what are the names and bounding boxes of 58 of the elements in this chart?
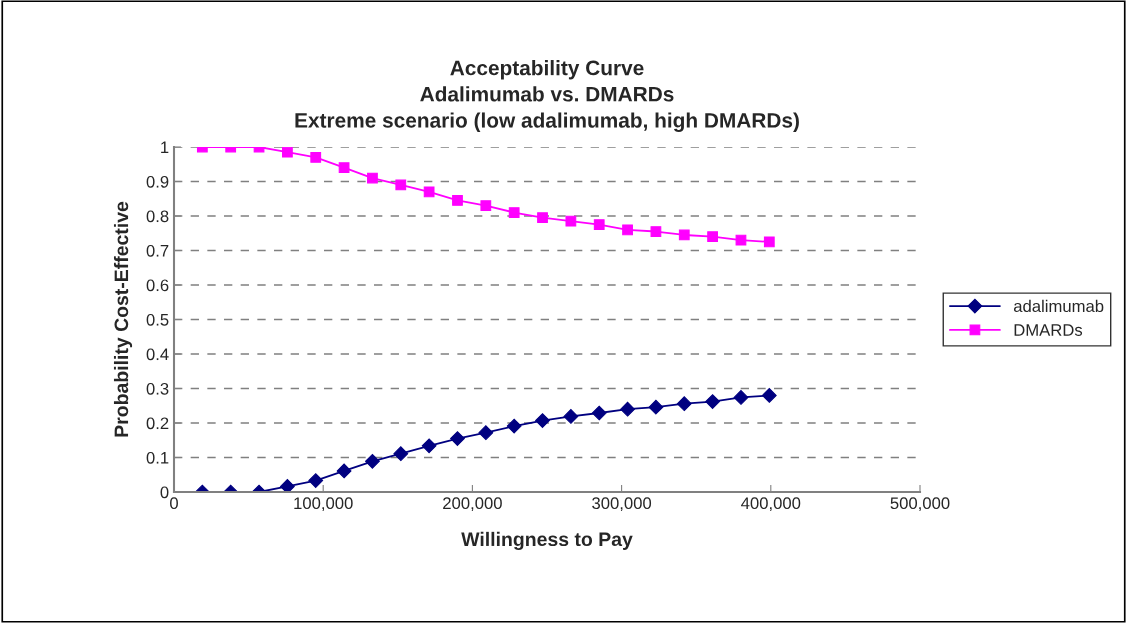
point [506,418,522,434]
point [338,162,350,174]
chart-title: Acceptability Curve Adalimumab vs. DMARDs Extreme scenario (low adalimumab, high DMARDs) [295,60,799,132]
y-tick-label: 0.4 [146,348,169,361]
point [735,234,747,246]
point [395,179,407,191]
y-tick-label: 0.3 [146,382,169,395]
point [565,215,577,227]
x-tick-label: 200,000 [443,497,502,512]
point [761,388,777,403]
point [310,151,322,163]
point [280,479,295,492]
x-tick-label: 300,000 [592,497,652,512]
x-tick-label: 100,000 [294,497,353,512]
y-axis-title: Probability Cost-Effective [113,201,133,437]
point [393,446,409,462]
point [450,431,465,446]
x-tick-label: 0 [170,497,178,510]
point [421,438,437,454]
y-tick-label: 0.1 [146,451,169,464]
point [480,200,492,212]
point [282,147,293,158]
point [365,453,380,469]
point [336,463,352,479]
point [593,219,605,231]
legend-label: DMARDs [1014,324,1083,336]
point [537,212,548,224]
point [707,231,718,243]
y-tick-label: 0.8 [146,210,169,223]
point [650,226,662,237]
point [648,399,664,415]
point [591,405,607,421]
y-tick-label: 1 [161,141,169,154]
point [308,473,324,489]
point [478,425,494,441]
y-tick-label: 0.6 [146,279,169,292]
y-tick-label: 0.9 [146,175,169,188]
legend-label: adalimumab [1013,299,1104,313]
point [508,207,520,218]
x-axis-title: Willingness to Pay [461,531,633,551]
point [622,224,633,236]
y-tick-label: 0 [160,486,169,499]
point [535,413,550,428]
x-tick-label: 400,000 [741,497,801,512]
x-tick-label: 500,000 [890,497,950,512]
point [620,401,635,417]
point [678,229,690,241]
point [563,409,579,424]
y-tick-label: 0.5 [146,313,169,326]
point [705,394,721,409]
point [452,195,463,206]
point [676,396,692,412]
point [423,186,435,198]
point [733,390,749,405]
y-tick-label: 0.2 [146,417,169,430]
point [367,172,378,184]
y-tick-label: 0.7 [146,244,169,257]
point [763,236,775,248]
